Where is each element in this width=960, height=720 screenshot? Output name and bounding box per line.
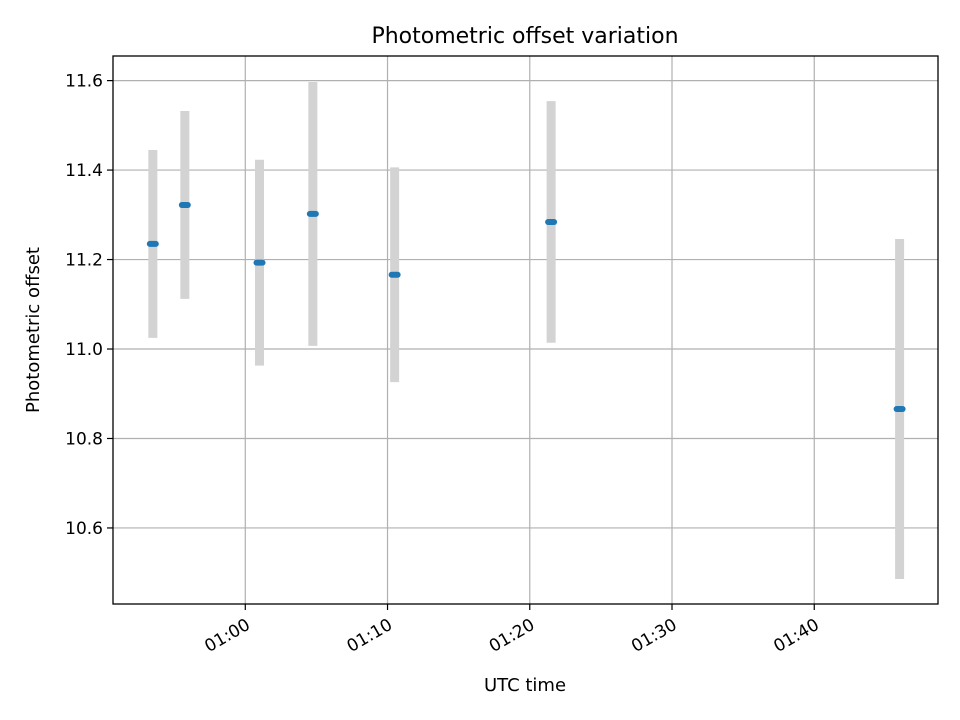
data-point — [545, 218, 558, 225]
errorbar-layer — [148, 81, 905, 579]
y-tick-label: 10.6 — [65, 519, 103, 539]
data-point — [146, 240, 159, 247]
x-tick-label: 01:30 — [628, 615, 680, 657]
grid-layer — [113, 56, 938, 604]
y-tick-label: 11.4 — [65, 161, 103, 181]
data-point — [388, 271, 401, 278]
x-axis-label: UTC time — [484, 675, 566, 696]
x-tick-label: 01:00 — [201, 615, 253, 657]
y-tick-label: 11.0 — [65, 340, 103, 360]
x-tick-label: 01:10 — [344, 615, 396, 657]
chart-title: Photometric offset variation — [371, 24, 678, 49]
tick-layer: 01:00 01:10 01:20 01:30 01:40 10.6 10.8 11.0 11.… — [65, 72, 823, 657]
y-tick-label: 11.2 — [65, 251, 103, 271]
x-tick-label: 01:20 — [486, 615, 538, 657]
y-tick-label: 11.6 — [65, 72, 103, 92]
data-point — [306, 210, 319, 217]
data-point — [893, 405, 906, 412]
marker-layer — [146, 201, 906, 412]
y-axis-label: Photometric offset — [23, 247, 44, 413]
plot-frame — [112, 55, 939, 605]
x-tick-label: 01:40 — [770, 615, 822, 657]
data-point — [178, 201, 191, 208]
data-point — [253, 259, 266, 266]
y-tick-label: 10.8 — [65, 429, 103, 449]
